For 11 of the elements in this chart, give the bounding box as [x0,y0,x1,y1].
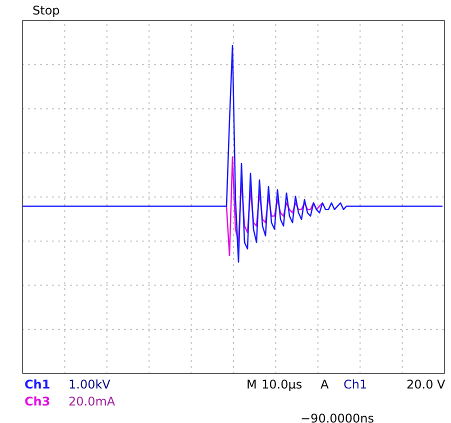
text: A [320,378,330,392]
text: −90.0000ns [300,412,374,423]
text: 20.0 V [406,378,446,392]
text: Stop [32,4,60,18]
text: M [246,378,257,392]
text: Ch1 [344,378,368,392]
text: 10.0μs [262,378,302,392]
text: Ch1 [24,378,50,392]
text: 20.0mA [68,394,116,408]
text: 1.00kV [68,378,112,392]
text: Ch3 [24,394,50,408]
